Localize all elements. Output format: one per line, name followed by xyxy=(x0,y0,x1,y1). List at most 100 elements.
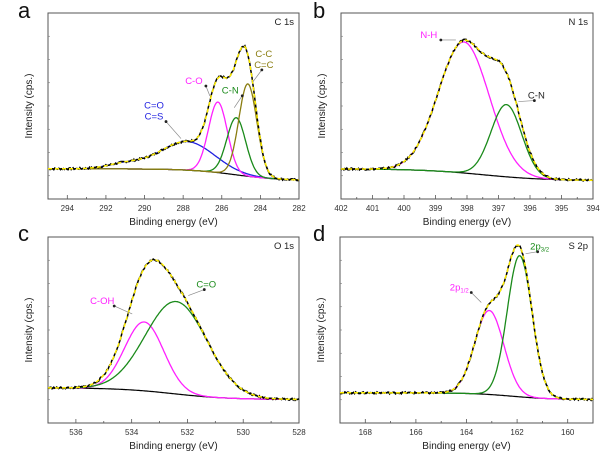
raw-data-line xyxy=(340,38,594,182)
annotation-arrowhead xyxy=(469,291,473,294)
component-label-text: C=O xyxy=(196,280,216,291)
fit-envelope-line xyxy=(48,259,299,401)
component-label-subscript: 1/2 xyxy=(460,288,469,294)
component-label-text: C=C xyxy=(254,60,273,71)
annotation-arrowhead xyxy=(202,288,206,291)
annotation-leader xyxy=(233,95,243,108)
component-label-text: C-N xyxy=(222,86,239,97)
annotation-arrowhead xyxy=(536,250,540,254)
panel-title: S 2p xyxy=(568,241,588,252)
component-label: C=O xyxy=(196,280,216,291)
x-tick-label: 294 xyxy=(61,204,75,213)
component-label-text: 2p1/2 xyxy=(450,282,470,294)
component-label-text: C-C xyxy=(255,49,272,60)
y-axis-title: Intensity (cps.) xyxy=(24,297,35,362)
component-label: N-H xyxy=(420,30,437,41)
x-tick-label: 292 xyxy=(99,204,113,213)
x-tick-label: 402 xyxy=(334,204,348,213)
y-axis-title: Intensity (cps.) xyxy=(316,297,327,362)
x-tick-label: 528 xyxy=(292,428,306,437)
fit-envelope-line xyxy=(341,39,594,182)
panel-title: C 1s xyxy=(274,17,294,28)
x-tick-label: 286 xyxy=(215,204,229,213)
x-tick-label: 534 xyxy=(125,428,139,437)
annotation-leader xyxy=(165,121,182,139)
panel-a: a 294 292 290 288 286 284 282 Binding energy (e… xyxy=(0,0,306,230)
x-tick-label: 166 xyxy=(409,428,423,437)
panel-letter-d: d xyxy=(313,221,326,246)
component-label-subscript: 3/2 xyxy=(541,248,550,254)
component-label-text: C=S xyxy=(145,112,164,123)
x-tick-label: 396 xyxy=(523,204,537,213)
annotation-arrowhead xyxy=(260,68,264,72)
component-label: C-N xyxy=(528,91,545,102)
panel-title: O 1s xyxy=(274,241,294,252)
x-axis-title: Binding energy (eV) xyxy=(129,217,217,228)
x-tick-label: 401 xyxy=(366,204,380,213)
x-tick-label: 160 xyxy=(561,428,575,437)
annotation-arrowhead xyxy=(532,99,536,102)
component-label-text: N-H xyxy=(420,30,437,41)
panel-title: N 1s xyxy=(568,17,588,28)
component-label: C-CC=C xyxy=(254,49,273,71)
x-tick-label: 398 xyxy=(460,204,474,213)
x-axis-title: Binding energy (eV) xyxy=(423,217,511,228)
panel-b: b 402 401 400 399 398 397 396 395 394 Binding ene… xyxy=(313,0,600,228)
x-tick-label: 395 xyxy=(555,204,569,213)
annotation-leader xyxy=(518,100,535,102)
x-tick-label: 168 xyxy=(359,428,373,437)
annotation-leader xyxy=(205,85,211,97)
raw-data-line xyxy=(339,244,594,402)
component-label: 2p1/2 xyxy=(450,282,470,294)
x-tick-label: 400 xyxy=(397,204,411,213)
component-label: C-N xyxy=(222,86,239,97)
annotation-leader xyxy=(188,289,205,296)
panel-letter-a: a xyxy=(18,0,31,23)
component-label-text: 2p3/2 xyxy=(530,242,550,254)
chart-c1s: 294 292 290 288 286 284 282 Binding energy (eV)… xyxy=(24,12,306,228)
x-axis-title: Binding energy (eV) xyxy=(129,441,217,452)
chart-o1s: 536 534 532 530 528 Binding energy (eV) Intens… xyxy=(24,236,306,452)
component-label-text: C-OH xyxy=(90,296,114,307)
fit-envelope-line xyxy=(48,45,299,181)
panel-letter-c: c xyxy=(18,221,29,246)
annotation-arrowhead xyxy=(164,120,168,123)
x-tick-label: 282 xyxy=(292,204,306,213)
annotation-leader xyxy=(525,251,538,255)
annotation-leader xyxy=(114,305,133,315)
component-label-text: C-O xyxy=(185,76,202,87)
x-axis-title: Binding energy (eV) xyxy=(422,441,510,452)
component-label-text: C=O xyxy=(144,101,164,112)
x-tick-label: 532 xyxy=(181,428,195,437)
x-tick-label: 288 xyxy=(176,204,190,213)
component-label: 2p3/2 xyxy=(530,242,550,254)
x-tick-label: 162 xyxy=(510,428,524,437)
annotation-arrowhead xyxy=(439,38,443,42)
component-label-text: C-N xyxy=(528,91,545,102)
panel-letter-b: b xyxy=(313,0,326,23)
x-tick-label: 536 xyxy=(69,428,83,437)
x-tick-label: 397 xyxy=(492,204,506,213)
annotation-leader xyxy=(252,69,263,83)
annotation-leader xyxy=(471,292,482,303)
x-tick-label: 284 xyxy=(254,204,268,213)
component-label: C-O xyxy=(185,76,202,87)
x-tick-label: 530 xyxy=(237,428,251,437)
x-tick-label: 394 xyxy=(586,204,600,213)
component-label: C-OH xyxy=(90,296,114,307)
panel-c: c 536 534 532 530 528 Binding energy (eV) Inte… xyxy=(0,0,306,459)
x-tick-label: 290 xyxy=(138,204,152,213)
fit-envelope-line xyxy=(340,244,593,401)
x-tick-label: 399 xyxy=(429,204,443,213)
component-curve-2p1-2 xyxy=(340,309,593,401)
component-label: C=OC=S xyxy=(144,101,164,123)
annotation-arrowhead xyxy=(240,94,244,98)
annotation-arrowhead xyxy=(112,304,116,308)
y-axis-title: Intensity (cps.) xyxy=(24,73,35,138)
x-tick-label: 164 xyxy=(460,428,474,437)
annotation-arrowhead xyxy=(204,84,208,88)
component-curve-2p3-2 xyxy=(340,255,593,401)
chart-n1s: 402 401 400 399 398 397 396 395 394 Binding energ… xyxy=(317,12,600,228)
